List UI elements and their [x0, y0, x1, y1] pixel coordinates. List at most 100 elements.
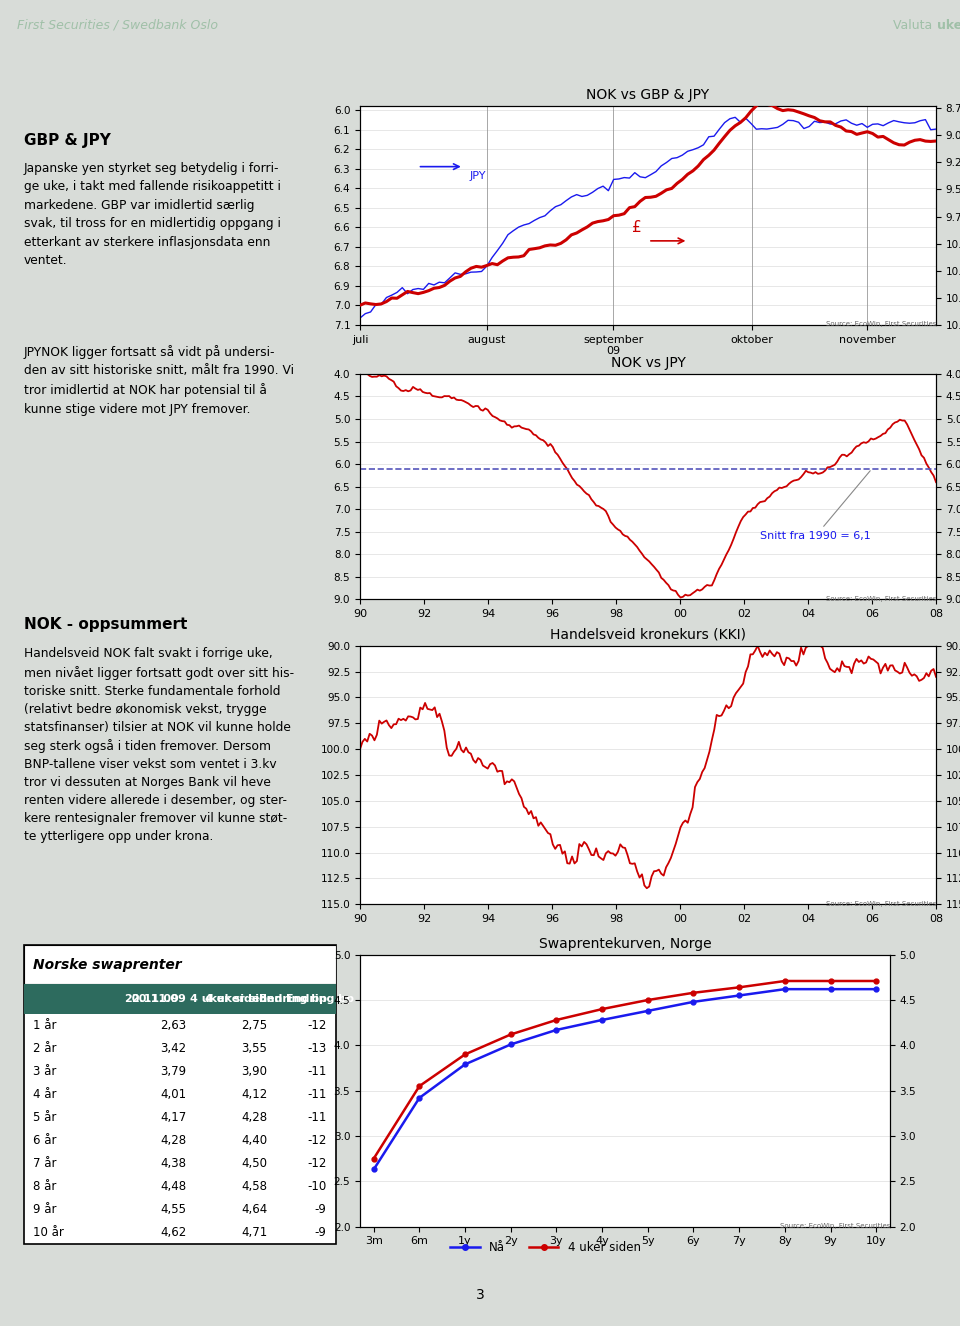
Text: 4,55: 4,55	[160, 1203, 186, 1216]
Text: -12: -12	[307, 1134, 326, 1147]
Bar	[24, 1197, 336, 1221]
Bar	[24, 1128, 336, 1152]
Title: Handelsveid kronekurs (KKI): Handelsveid kronekurs (KKI)	[550, 627, 746, 642]
Text: 4,17: 4,17	[160, 1111, 186, 1124]
Text: 2,63: 2,63	[160, 1020, 186, 1032]
Bar	[24, 1106, 336, 1128]
Text: 4,28: 4,28	[160, 1134, 186, 1147]
Text: -12: -12	[307, 1020, 326, 1032]
Text: 6 år: 6 år	[34, 1134, 57, 1147]
Text: 3,42: 3,42	[160, 1042, 186, 1055]
Text: 4,58: 4,58	[241, 1180, 267, 1193]
Text: 8 år: 8 år	[34, 1180, 57, 1193]
Nå	[733, 988, 745, 1004]
Text: -12: -12	[307, 1156, 326, 1170]
Bar	[24, 984, 336, 1014]
Text: Source: EcoWin, First Securities: Source: EcoWin, First Securities	[826, 595, 936, 602]
4 uker siden	[414, 1078, 425, 1094]
4 uker siden	[505, 1026, 516, 1042]
Text: Endring bp: Endring bp	[286, 994, 354, 1004]
Text: 4 uker siden: 4 uker siden	[205, 994, 282, 1004]
Text: 7 år: 7 år	[34, 1156, 57, 1170]
Text: GBP & JPY: GBP & JPY	[24, 133, 110, 147]
Text: £: £	[633, 220, 642, 235]
Text: Source: EcoWin, First Securities: Source: EcoWin, First Securities	[826, 900, 936, 907]
Text: 4,71: 4,71	[241, 1225, 267, 1238]
Title: Swaprentekurven, Norge: Swaprentekurven, Norge	[539, 936, 711, 951]
Nå	[368, 1162, 379, 1177]
Text: JPYNOK ligger fortsatt så vidt på undersi-
den av sitt historiske snitt, målt fr: JPYNOK ligger fortsatt så vidt på unders…	[24, 345, 294, 416]
Nå	[871, 981, 882, 997]
Nå	[414, 1090, 425, 1106]
Text: 4 år: 4 år	[34, 1087, 57, 1101]
Text: 4,62: 4,62	[160, 1225, 186, 1238]
Text: -9: -9	[315, 1203, 326, 1216]
Text: 3: 3	[475, 1289, 485, 1302]
Text: 3 år: 3 år	[34, 1065, 57, 1078]
Text: 3,55: 3,55	[242, 1042, 267, 1055]
Bar	[24, 1014, 336, 1037]
4 uker siden	[687, 985, 699, 1001]
Text: 4,50: 4,50	[241, 1156, 267, 1170]
4 uker siden	[642, 992, 654, 1008]
Text: 4,38: 4,38	[160, 1156, 186, 1170]
Text: Japanske yen styrket seg betydelig i forri-
ge uke, i takt med fallende risikoap: Japanske yen styrket seg betydelig i for…	[24, 162, 281, 268]
Text: Endring bp: Endring bp	[258, 994, 326, 1004]
Nå	[596, 1012, 608, 1028]
Text: -10: -10	[307, 1180, 326, 1193]
Text: 3,79: 3,79	[160, 1065, 186, 1078]
Nå	[687, 994, 699, 1010]
Nå	[642, 1002, 654, 1018]
Bar	[24, 945, 336, 984]
Text: Snitt fra 1990 = 6,1: Snitt fra 1990 = 6,1	[760, 471, 871, 541]
Text: NOK - oppsummert: NOK - oppsummert	[24, 617, 187, 631]
Bar	[24, 1059, 336, 1083]
Text: -13: -13	[307, 1042, 326, 1055]
Text: -11: -11	[307, 1111, 326, 1124]
Text: 4 uker siden: 4 uker siden	[190, 994, 267, 1004]
Text: 4,12: 4,12	[241, 1087, 267, 1101]
4 uker siden	[596, 1001, 608, 1017]
Text: -11: -11	[307, 1087, 326, 1101]
Text: -11: -11	[307, 1065, 326, 1078]
Bar	[24, 1175, 336, 1197]
Text: 20.11.09: 20.11.09	[124, 994, 179, 1004]
Bar	[24, 1083, 336, 1106]
Nå	[505, 1037, 516, 1053]
Line: Nå: Nå	[372, 987, 878, 1172]
Text: Valuta: Valuta	[893, 19, 936, 32]
Text: 9 år: 9 år	[34, 1203, 57, 1216]
Text: 3,90: 3,90	[241, 1065, 267, 1078]
Bar	[24, 1037, 336, 1059]
Nå	[459, 1057, 470, 1073]
Text: -9: -9	[315, 1225, 326, 1238]
Text: First Securities / Swedbank Oslo: First Securities / Swedbank Oslo	[17, 19, 218, 32]
Text: 4,48: 4,48	[160, 1180, 186, 1193]
4 uker siden	[733, 980, 745, 996]
Text: Norske swaprenter: Norske swaprenter	[34, 957, 182, 972]
Nå	[825, 981, 836, 997]
Title: NOK vs JPY: NOK vs JPY	[611, 355, 685, 370]
Nå	[780, 981, 791, 997]
Text: 10 år: 10 år	[34, 1225, 64, 1238]
Nå	[551, 1022, 563, 1038]
Text: 2,75: 2,75	[241, 1020, 267, 1032]
4 uker siden	[551, 1012, 563, 1028]
Bar	[24, 1152, 336, 1175]
Text: 2 år: 2 år	[34, 1042, 57, 1055]
4 uker siden	[825, 973, 836, 989]
Text: ukerapport: ukerapport	[937, 19, 960, 32]
Text: 4,64: 4,64	[241, 1203, 267, 1216]
4 uker siden	[780, 973, 791, 989]
Title: NOK vs GBP & JPY: NOK vs GBP & JPY	[587, 88, 709, 102]
4 uker siden	[368, 1151, 379, 1167]
Text: 5 år: 5 år	[34, 1111, 57, 1124]
Line: 4 uker siden: 4 uker siden	[372, 979, 878, 1162]
Text: Source: EcoWin, First Securities: Source: EcoWin, First Securities	[780, 1223, 890, 1229]
Legend: Nå, 4 uker siden: Nå, 4 uker siden	[445, 1236, 645, 1258]
Text: Handelsveid NOK falt svakt i forrige uke,
men nivået ligger fortsatt godt over s: Handelsveid NOK falt svakt i forrige uke…	[24, 647, 294, 843]
4 uker siden	[871, 973, 882, 989]
Text: Source: EcoWin, First Securities: Source: EcoWin, First Securities	[826, 321, 936, 328]
Text: 4,28: 4,28	[241, 1111, 267, 1124]
Text: 4,01: 4,01	[160, 1087, 186, 1101]
